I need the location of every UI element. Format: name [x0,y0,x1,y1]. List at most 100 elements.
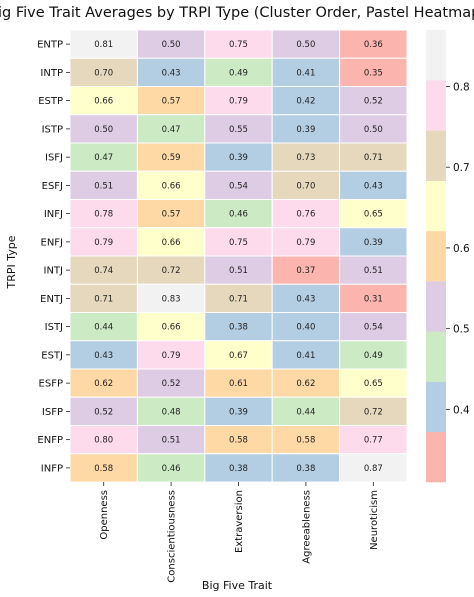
cell-value-label: 0.57 [162,97,181,107]
cell-value-label: 0.50 [296,40,315,50]
cell-value-label: 0.51 [229,266,248,276]
colorbar-segment [426,80,446,131]
heatmap-cell [271,453,341,483]
cell-value-label: 0.42 [296,97,315,107]
x-tick-label: Extraversion [234,490,245,553]
cell-value-label: 0.39 [296,125,315,135]
y-tick-label: ISFJ [45,153,63,164]
cell-value-label: 0.66 [162,181,181,191]
cell-value-label: 0.55 [229,125,248,135]
cell-value-label: 0.39 [229,407,248,417]
cell-value-label: 0.81 [94,40,113,50]
x-tick-label: Openness [99,490,110,540]
heatmap-cell [69,340,138,370]
cell-value-label: 0.59 [162,153,181,163]
y-tick-label: ENFJ [41,237,64,248]
y-axis-ticks: ENTP INTP ESTP ISTP ISFJ ESFJ INFJ ENFJ INTJ ENTJ… [37,40,70,474]
y-tick-label: ENTJ [40,294,63,305]
heatmap-cell [339,425,408,455]
heatmap-cell [204,396,273,426]
colorbar-tick-label: 0.6 [453,243,470,255]
x-axis-label: Big Five Trait [202,579,273,592]
cell-value-label: 0.71 [229,294,248,304]
colorbar-tick-label: 0.7 [453,162,470,174]
heatmap-cell [339,368,408,398]
x-axis-ticks: Openness Conscientiousness Extraversion Agr… [99,482,380,583]
y-tick-label: ENFP [37,435,63,446]
heatmap-cell [204,312,273,342]
colorbar-segment [426,431,446,483]
heatmap-cell [271,283,341,313]
cell-value-label: 0.58 [296,436,315,446]
y-tick-label: INFJ [44,209,63,220]
y-tick-label: ISFP [42,407,63,418]
cell-value-label: 0.44 [296,407,315,417]
heatmap-cell [271,340,341,370]
heatmap-cell [339,396,408,426]
heatmap-cell [271,396,341,426]
cell-value-label: 0.75 [229,40,248,50]
heatmap-cell [136,255,206,285]
cell-value-label: 0.54 [364,323,383,333]
heatmap-cell [339,283,408,313]
heatmap-cell [204,425,273,455]
cell-value-label: 0.58 [94,464,113,474]
cell-value-label: 0.49 [364,351,383,361]
heatmap-cell [339,170,408,200]
colorbar-segment [426,381,446,433]
cell-value-label: 0.43 [94,351,113,361]
heatmap-cell [136,425,206,455]
cell-value-label: 0.36 [364,40,383,50]
cell-value-label: 0.40 [296,323,315,333]
heatmap-cell [136,170,206,200]
heatmap-cell [204,57,273,87]
y-tick-label: ESFP [39,379,63,390]
heatmap-cell [69,199,138,229]
heatmap-cell [136,86,206,116]
heatmap-cell [339,312,408,342]
colorbar-segment [426,281,446,332]
colorbar-tick-label: 0.8 [453,82,470,94]
cell-value-label: 0.51 [94,181,113,191]
cell-value-label: 0.49 [229,68,248,78]
cell-value-label: 0.66 [162,323,181,333]
heatmap-cell [339,453,408,483]
cell-value-label: 0.65 [364,379,383,389]
cell-value-label: 0.43 [162,68,181,78]
cell-value-label: 0.43 [296,294,315,304]
heatmap-cell [204,453,273,483]
heatmap-cells: 0.81 0.50 0.75 0.50 0.36 0.70 0.43 0.49 0.41 0.35… [69,29,408,483]
cell-value-label: 0.41 [296,68,315,78]
colorbar-segment [426,180,446,232]
heatmap-cell [136,396,206,426]
cell-value-label: 0.66 [162,238,181,248]
heatmap-cell [69,283,138,313]
colorbar-segment [426,30,446,81]
cell-value-label: 0.77 [364,436,383,446]
heatmap-cell [136,453,206,483]
cell-value-label: 0.52 [364,97,383,107]
x-tick-label: Neuroticism [369,490,380,550]
cell-value-label: 0.44 [94,323,113,333]
x-tick-label: Agreeableness [301,490,312,564]
heatmap-cell [204,142,273,172]
cell-value-label: 0.62 [296,379,315,389]
cell-value-label: 0.38 [229,323,248,333]
y-tick-label: ENTP [37,40,63,51]
y-axis-label: TRPI Type [5,235,18,289]
cell-value-label: 0.46 [229,210,248,220]
heatmap-cell [136,142,206,172]
colorbar-segment [426,130,446,181]
cell-value-label: 0.50 [162,40,181,50]
heatmap-cell [271,114,341,144]
heatmap-cell [69,368,138,398]
y-tick-label: ESFJ [42,181,63,192]
cell-value-label: 0.79 [296,238,315,248]
colorbar: 0.4 0.5 0.6 0.7 0.8 [426,30,470,483]
cell-value-label: 0.52 [94,407,113,417]
colorbar-tick-label: 0.4 [453,404,470,416]
heatmap-cell [204,114,273,144]
cell-value-label: 0.31 [364,294,383,304]
cell-value-label: 0.80 [94,436,113,446]
y-tick-label: ESTP [38,96,63,107]
